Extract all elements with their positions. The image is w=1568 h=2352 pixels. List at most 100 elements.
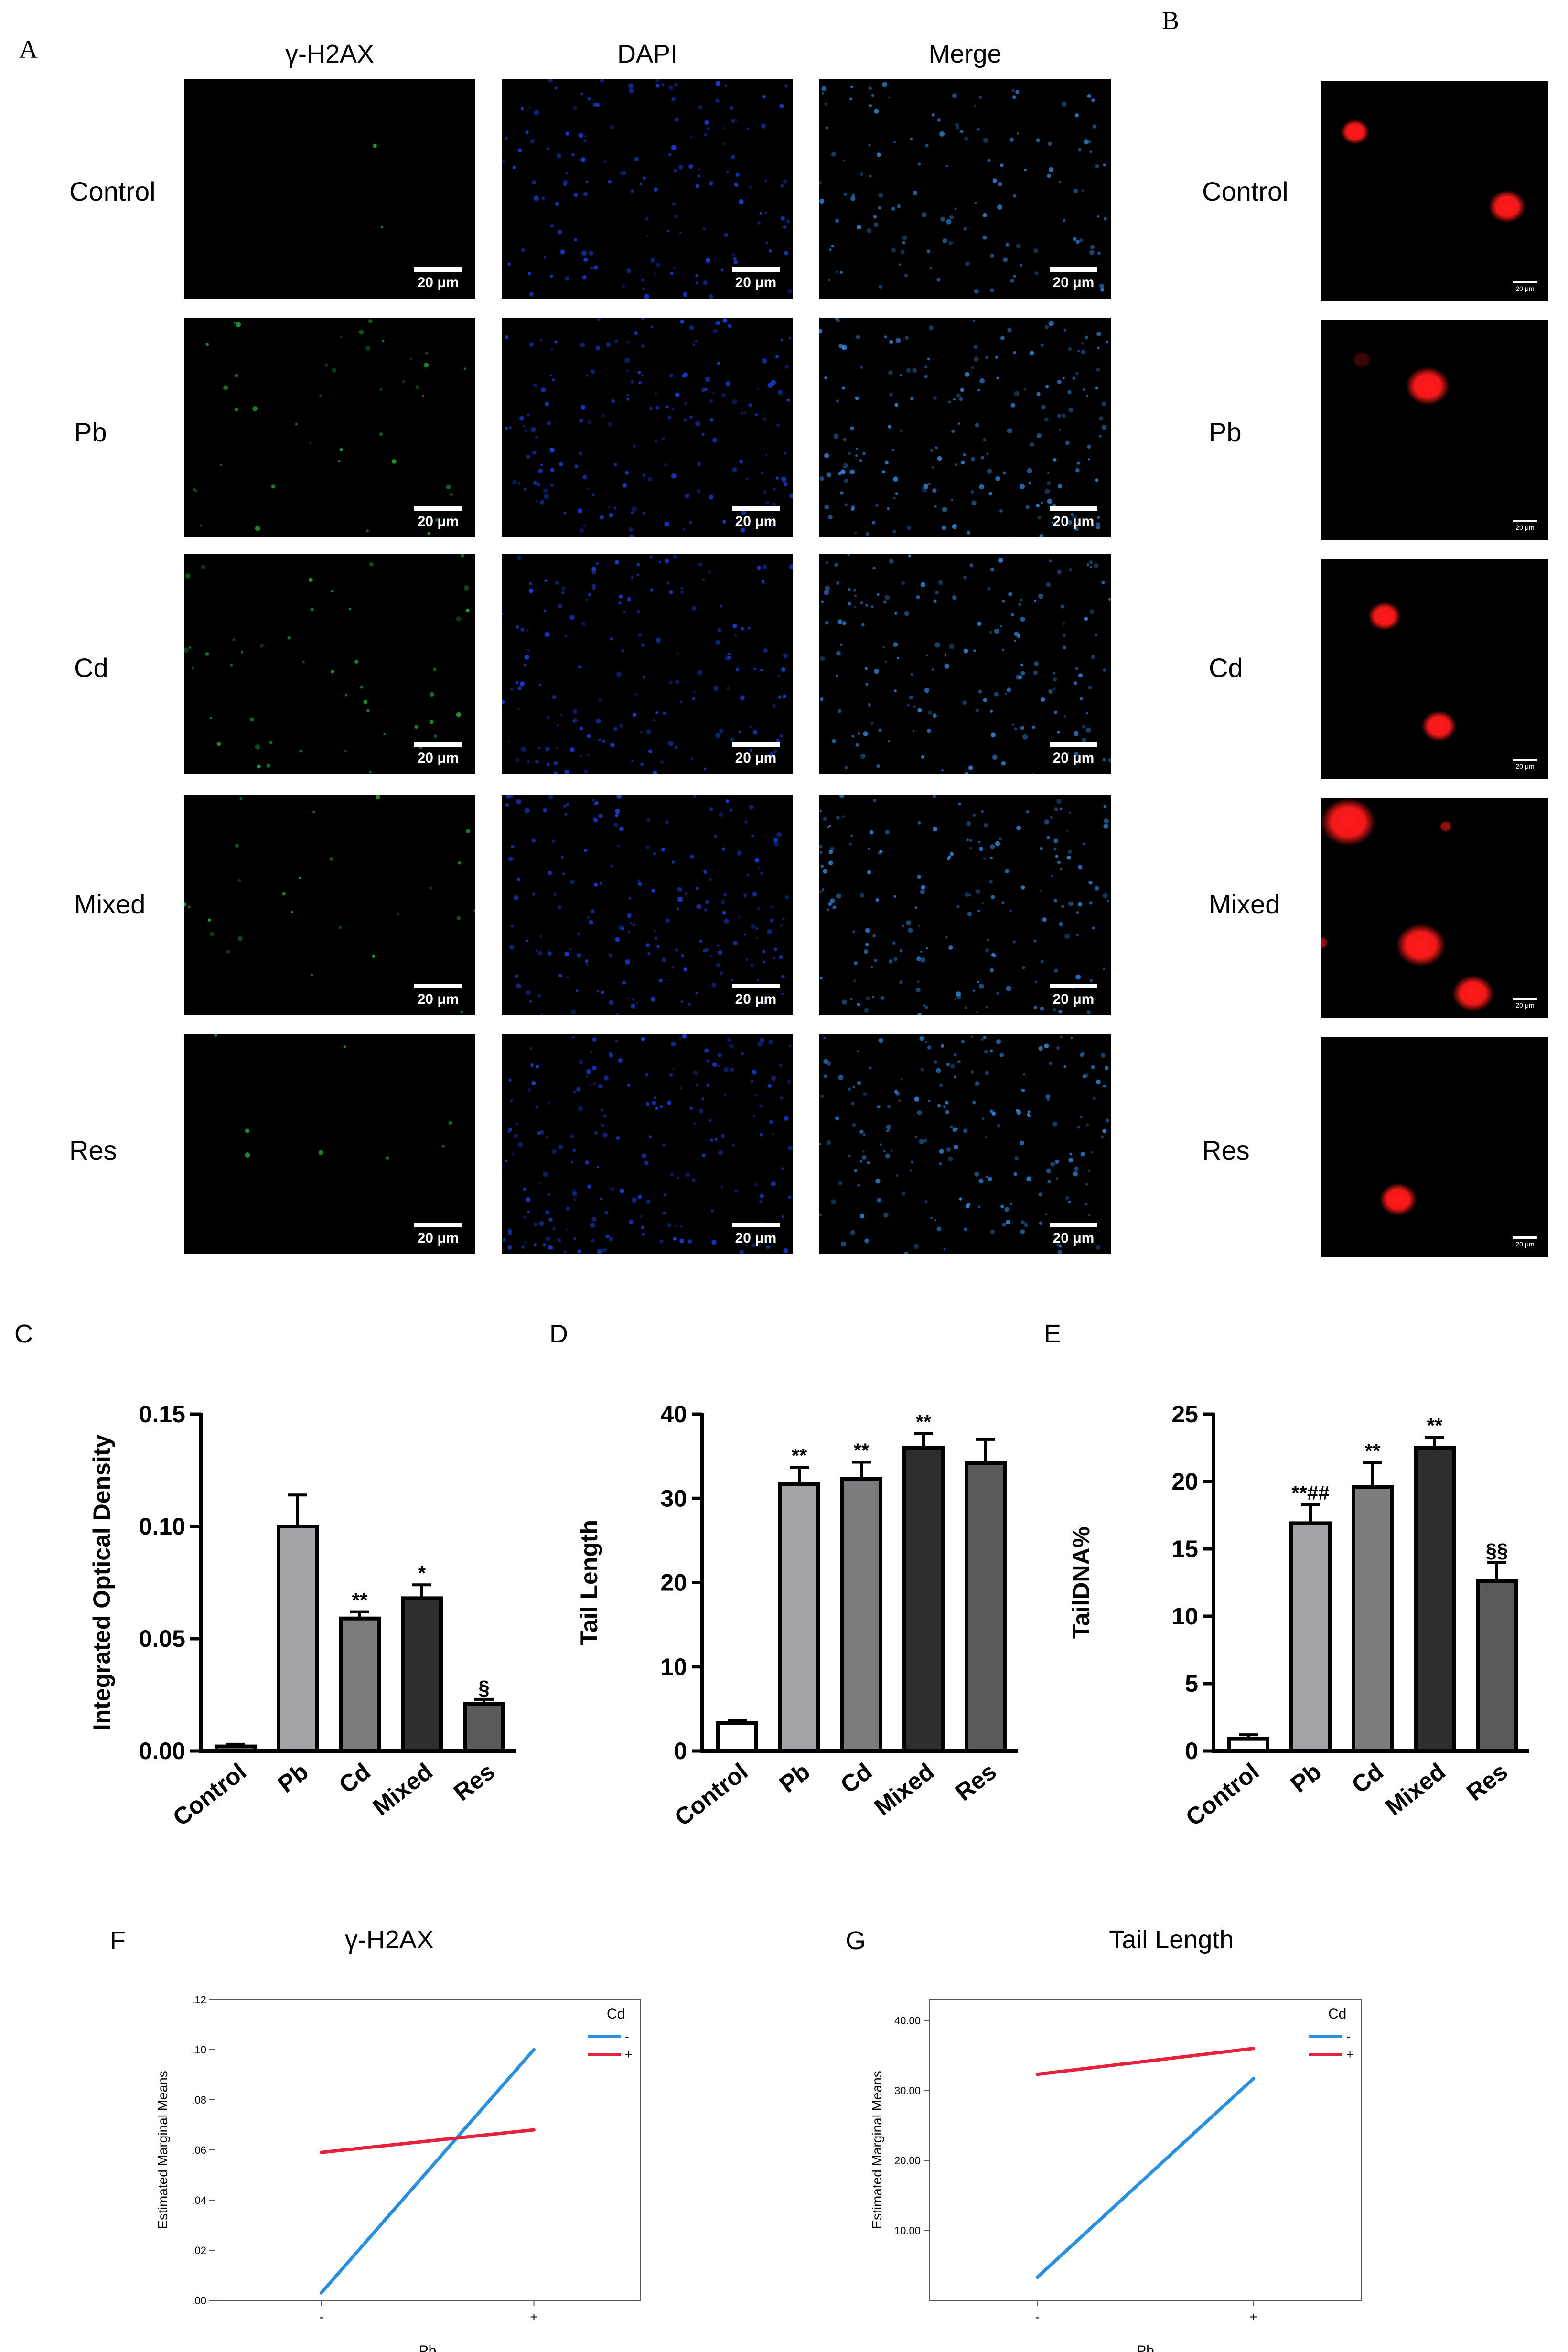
cell-dot bbox=[312, 810, 315, 814]
cell-dot bbox=[715, 640, 721, 645]
cell-dot bbox=[680, 319, 685, 324]
cell-dot bbox=[1106, 340, 1109, 343]
cell-dot bbox=[564, 1250, 567, 1253]
x-tick-label: Pb bbox=[273, 1758, 313, 1798]
cell-dot bbox=[849, 97, 852, 100]
cell-dot bbox=[1020, 617, 1025, 622]
cell-dot bbox=[986, 1005, 989, 1009]
cell-dot bbox=[873, 959, 877, 963]
cell-dot bbox=[359, 330, 364, 335]
cell-dot bbox=[770, 918, 773, 923]
cell-dot bbox=[1100, 1052, 1106, 1058]
cell-dot bbox=[906, 920, 911, 925]
cell-dot bbox=[191, 666, 195, 670]
cell-dot bbox=[852, 1123, 856, 1127]
cell-dot bbox=[975, 422, 979, 428]
cell-dot bbox=[502, 160, 505, 163]
cell-dot bbox=[917, 821, 921, 825]
cell-dot bbox=[1020, 1229, 1025, 1234]
cell-dot bbox=[823, 1037, 826, 1040]
cell-dot bbox=[761, 472, 763, 474]
cell-dot bbox=[936, 278, 941, 282]
cell-dot bbox=[641, 1036, 645, 1041]
cell-dot bbox=[587, 916, 590, 919]
cell-dot bbox=[685, 493, 690, 498]
cell-dot bbox=[682, 1034, 687, 1039]
cell-dot bbox=[538, 746, 541, 749]
cell-dot bbox=[646, 818, 650, 822]
cell-dot bbox=[600, 1197, 603, 1201]
cell-dot bbox=[948, 400, 951, 403]
cell-dot bbox=[319, 394, 322, 397]
y-tick-label: 10.00 bbox=[894, 2224, 921, 2236]
cell-dot bbox=[783, 225, 787, 229]
cell-dot bbox=[1090, 245, 1095, 249]
cell-dot bbox=[879, 850, 883, 854]
cell-dot bbox=[1057, 484, 1062, 489]
scale-bar-line bbox=[1050, 1223, 1097, 1227]
cell-dot bbox=[520, 627, 525, 632]
cell-dot bbox=[632, 923, 635, 927]
cell-dot bbox=[695, 184, 700, 188]
cell-dot bbox=[978, 841, 981, 843]
cell-dot bbox=[991, 732, 996, 738]
cell-dot bbox=[1024, 1223, 1029, 1227]
cell-dot bbox=[609, 513, 613, 518]
cell-dot bbox=[1062, 413, 1066, 418]
cell-dot bbox=[1033, 670, 1038, 675]
cell-dot bbox=[579, 451, 582, 455]
cell-dot bbox=[772, 502, 776, 507]
cell-dot bbox=[586, 964, 588, 966]
cell-dot bbox=[751, 834, 754, 837]
cell-dot bbox=[516, 681, 519, 684]
cell-dot bbox=[726, 171, 729, 173]
cell-dot bbox=[784, 251, 789, 256]
cell-dot bbox=[726, 687, 730, 690]
cell-dot bbox=[615, 1013, 620, 1015]
cell-dot bbox=[511, 924, 514, 928]
legend-label: - bbox=[1346, 2029, 1351, 2043]
cell-dot bbox=[1089, 560, 1093, 564]
significance-mark: ** bbox=[854, 1439, 870, 1461]
scale-bar-label: 20 μm bbox=[1515, 1001, 1535, 1009]
cell-dot bbox=[838, 1181, 843, 1185]
cell-dot bbox=[671, 145, 677, 150]
micrograph-merge-pb: 20 μm bbox=[819, 318, 1111, 537]
cell-dot bbox=[709, 294, 713, 299]
cell-dot bbox=[544, 256, 546, 258]
cell-dot bbox=[527, 1088, 531, 1092]
cell-dot bbox=[928, 483, 931, 485]
cell-dot bbox=[765, 454, 767, 456]
cell-dot bbox=[843, 438, 847, 441]
cell-dot bbox=[931, 668, 934, 671]
cell-dot bbox=[1034, 1006, 1037, 1009]
cell-dot bbox=[704, 1048, 709, 1053]
cell-dot bbox=[823, 869, 828, 874]
y-tick-label: 0 bbox=[1185, 1738, 1198, 1764]
cell-dot bbox=[963, 1128, 968, 1133]
cell-dot bbox=[986, 452, 989, 455]
cell-dot bbox=[719, 729, 724, 734]
micrograph-cells bbox=[819, 318, 1109, 537]
cell-dot bbox=[895, 338, 901, 343]
cell-dot bbox=[828, 849, 833, 854]
cell-dot bbox=[331, 670, 334, 674]
cell-dot bbox=[543, 488, 548, 494]
cell-dot bbox=[577, 1249, 581, 1254]
column-title-dapi: DAPI bbox=[617, 40, 678, 68]
cell-dot bbox=[763, 648, 768, 653]
cell-dot bbox=[878, 193, 883, 198]
cell-dot bbox=[564, 635, 567, 638]
cell-dot bbox=[550, 275, 553, 278]
cell-dot bbox=[505, 795, 511, 799]
cell-dot bbox=[734, 1189, 738, 1193]
cell-dot bbox=[1103, 967, 1106, 970]
cell-dot bbox=[610, 864, 613, 868]
cell-dot bbox=[1012, 723, 1014, 726]
cell-dot bbox=[957, 1060, 961, 1064]
cell-dot bbox=[1050, 874, 1053, 878]
cell-dot bbox=[915, 1135, 918, 1138]
cell-dot bbox=[983, 1035, 987, 1039]
cell-dot bbox=[761, 123, 766, 129]
cell-dot bbox=[529, 1047, 533, 1050]
